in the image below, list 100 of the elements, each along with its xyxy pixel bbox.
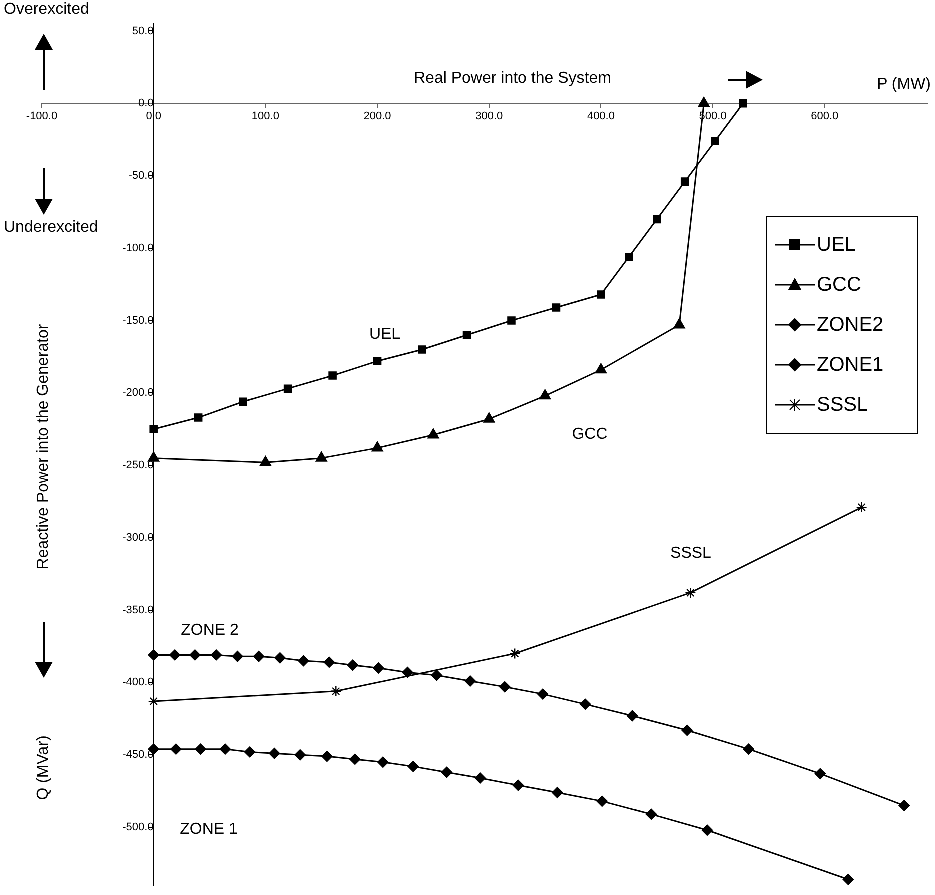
legend-label: GCC	[817, 274, 862, 296]
y-tick-label: -350.0	[122, 604, 154, 616]
point	[294, 750, 306, 761]
point	[402, 666, 414, 678]
point	[680, 178, 690, 186]
point	[347, 660, 359, 671]
point	[408, 761, 419, 772]
annotation: SSSL	[670, 545, 712, 563]
x-axis-title: P (MW)	[877, 76, 931, 94]
point	[284, 384, 292, 393]
point	[170, 744, 182, 755]
x-tick-label: -100.0	[26, 110, 58, 122]
y-tick-label: -300.0	[122, 532, 154, 544]
point	[244, 746, 256, 758]
legend-label: ZONE2	[817, 314, 884, 336]
point	[148, 452, 160, 462]
annotation: Q (MVar)	[35, 736, 53, 800]
point	[194, 414, 203, 422]
point	[372, 442, 384, 452]
point	[260, 456, 272, 466]
point	[274, 652, 286, 664]
point	[711, 137, 720, 146]
point	[324, 656, 336, 668]
y-tick-label: -500.0	[122, 822, 154, 834]
legend-label: ZONE1	[817, 354, 884, 376]
point	[743, 744, 754, 755]
point	[220, 744, 232, 755]
y-tick-label: -100.0	[122, 242, 154, 254]
point	[499, 681, 511, 693]
point	[195, 744, 206, 755]
point	[595, 363, 608, 374]
point	[842, 874, 854, 886]
point	[150, 425, 158, 434]
point	[484, 412, 496, 423]
point	[898, 800, 910, 812]
point	[537, 688, 549, 700]
annotation: ZONE 2	[181, 622, 239, 640]
annotation: UEL	[369, 326, 401, 344]
legend-label: UEL	[817, 234, 856, 256]
point	[148, 696, 160, 708]
text: Overexcited	[4, 1, 90, 19]
point	[269, 748, 280, 760]
point	[540, 389, 552, 400]
point	[596, 796, 608, 808]
y-tick-label: -150.0	[122, 314, 154, 327]
point	[428, 428, 440, 439]
x-tick-label: 400.0	[587, 110, 615, 122]
point	[626, 710, 638, 722]
point	[431, 670, 442, 682]
x-tick-label: 100.0	[252, 110, 280, 122]
point	[441, 766, 452, 778]
point	[739, 99, 748, 108]
annotation: ZONE 1	[180, 821, 238, 839]
point	[597, 290, 606, 299]
point	[210, 650, 222, 661]
y-tick-label: -250.0	[122, 460, 154, 472]
y-tick-label: -200.0	[122, 387, 154, 400]
point	[625, 252, 634, 262]
point	[682, 724, 693, 736]
point	[512, 780, 524, 792]
point	[474, 772, 486, 784]
point	[232, 651, 244, 662]
point	[462, 331, 472, 340]
point	[508, 316, 516, 325]
point	[373, 357, 382, 366]
point	[580, 698, 592, 710]
x-tick-label: 600.0	[811, 110, 839, 122]
point	[330, 686, 342, 698]
point	[552, 787, 564, 798]
point	[190, 650, 201, 661]
point	[814, 768, 826, 780]
annotation: Real Power into the System	[414, 70, 612, 88]
legend-label: SSSL	[817, 394, 868, 416]
point	[148, 650, 160, 661]
point	[298, 655, 310, 667]
point	[169, 650, 181, 661]
point	[698, 97, 710, 108]
point	[510, 648, 521, 660]
point	[328, 372, 337, 380]
point	[685, 587, 696, 599]
point	[674, 318, 686, 329]
point	[464, 676, 476, 687]
point	[552, 304, 561, 312]
point	[646, 808, 658, 820]
annotation: GCC	[572, 426, 608, 444]
point	[418, 346, 426, 354]
y-tick-label: -50.0	[128, 170, 154, 182]
x-tick-label: 300.0	[476, 110, 504, 122]
point	[253, 651, 265, 662]
point	[702, 824, 714, 836]
point	[856, 502, 868, 514]
point	[653, 215, 662, 224]
point	[316, 452, 328, 462]
y-tick-label: 50.0	[132, 25, 154, 38]
x-tick-label: 200.0	[364, 110, 392, 122]
point	[378, 756, 389, 768]
point	[373, 662, 384, 674]
annotation: Underexcited	[4, 219, 98, 237]
point	[322, 750, 333, 762]
point	[239, 398, 248, 406]
